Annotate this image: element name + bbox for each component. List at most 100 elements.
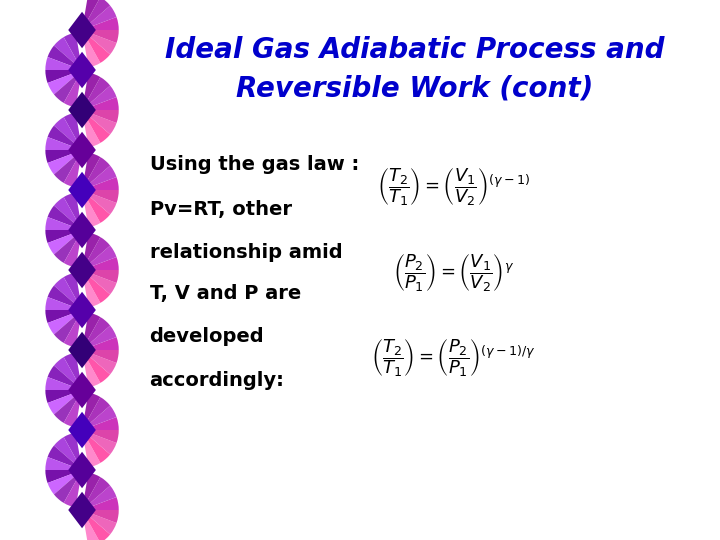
- Wedge shape: [82, 472, 100, 510]
- Wedge shape: [48, 230, 82, 254]
- Polygon shape: [68, 52, 96, 88]
- Wedge shape: [63, 150, 82, 187]
- Wedge shape: [45, 57, 82, 70]
- Text: T, V and P are: T, V and P are: [150, 285, 301, 303]
- Wedge shape: [63, 32, 82, 70]
- Wedge shape: [63, 310, 82, 347]
- Wedge shape: [82, 317, 110, 350]
- Text: accordingly:: accordingly:: [150, 370, 284, 389]
- Wedge shape: [48, 45, 82, 70]
- Wedge shape: [45, 217, 82, 230]
- Wedge shape: [54, 357, 82, 390]
- Wedge shape: [82, 0, 100, 30]
- Wedge shape: [82, 177, 119, 190]
- Wedge shape: [48, 70, 82, 94]
- Wedge shape: [82, 430, 110, 463]
- Polygon shape: [68, 132, 96, 168]
- Wedge shape: [82, 510, 119, 523]
- Wedge shape: [45, 150, 82, 163]
- Wedge shape: [82, 350, 117, 374]
- Wedge shape: [82, 350, 110, 383]
- Wedge shape: [54, 390, 82, 423]
- Wedge shape: [82, 30, 100, 68]
- Wedge shape: [82, 270, 110, 303]
- Wedge shape: [82, 510, 110, 540]
- Polygon shape: [68, 172, 96, 208]
- Wedge shape: [48, 446, 82, 470]
- Wedge shape: [82, 417, 119, 430]
- Wedge shape: [82, 430, 119, 443]
- Wedge shape: [82, 337, 119, 350]
- Text: $\left(\dfrac{T_2}{T_1}\right) = \left(\dfrac{P_2}{P_1}\right)^{(\gamma-1)/\gamm: $\left(\dfrac{T_2}{T_1}\right) = \left(\…: [372, 337, 536, 379]
- Polygon shape: [68, 292, 96, 328]
- Polygon shape: [68, 92, 96, 128]
- Wedge shape: [82, 510, 117, 535]
- Wedge shape: [82, 17, 119, 30]
- Polygon shape: [68, 372, 96, 408]
- Wedge shape: [82, 430, 117, 455]
- Wedge shape: [54, 117, 82, 150]
- Wedge shape: [82, 153, 100, 190]
- Wedge shape: [82, 5, 117, 30]
- Wedge shape: [82, 406, 117, 430]
- Wedge shape: [82, 393, 100, 430]
- Wedge shape: [45, 230, 82, 243]
- Wedge shape: [54, 37, 82, 70]
- Wedge shape: [45, 137, 82, 150]
- Wedge shape: [63, 193, 82, 230]
- Wedge shape: [54, 70, 82, 103]
- Wedge shape: [48, 470, 82, 495]
- Polygon shape: [68, 332, 96, 368]
- Wedge shape: [63, 230, 82, 267]
- Wedge shape: [45, 70, 82, 83]
- Wedge shape: [82, 157, 110, 190]
- Wedge shape: [82, 257, 119, 270]
- Text: relationship amid: relationship amid: [150, 242, 342, 261]
- Polygon shape: [68, 452, 96, 488]
- Wedge shape: [82, 97, 119, 110]
- Wedge shape: [63, 353, 82, 390]
- Wedge shape: [82, 85, 117, 110]
- Wedge shape: [63, 112, 82, 150]
- Wedge shape: [82, 190, 100, 227]
- Wedge shape: [82, 110, 117, 134]
- Polygon shape: [68, 492, 96, 528]
- Wedge shape: [63, 433, 82, 470]
- Wedge shape: [54, 230, 82, 263]
- Wedge shape: [54, 310, 82, 343]
- Text: $\left(\dfrac{P_2}{P_1}\right) = \left(\dfrac{V_1}{V_2}\right)^{\gamma}$: $\left(\dfrac{P_2}{P_1}\right) = \left(\…: [393, 252, 514, 294]
- Wedge shape: [82, 77, 110, 110]
- Wedge shape: [63, 470, 82, 508]
- Wedge shape: [45, 470, 82, 483]
- Wedge shape: [82, 246, 117, 270]
- Wedge shape: [82, 233, 100, 270]
- Wedge shape: [45, 297, 82, 310]
- Polygon shape: [68, 412, 96, 448]
- Wedge shape: [54, 197, 82, 230]
- Wedge shape: [82, 477, 110, 510]
- Text: $\left(\dfrac{T_2}{T_1}\right) = \left(\dfrac{V_1}{V_2}\right)^{(\gamma-1)}$: $\left(\dfrac{T_2}{T_1}\right) = \left(\…: [377, 166, 530, 208]
- Wedge shape: [82, 270, 100, 307]
- Wedge shape: [82, 497, 119, 510]
- Wedge shape: [82, 190, 110, 223]
- Wedge shape: [82, 313, 100, 350]
- Wedge shape: [82, 30, 110, 63]
- Wedge shape: [82, 237, 110, 270]
- Text: Reversible Work (cont): Reversible Work (cont): [236, 74, 594, 102]
- Wedge shape: [82, 326, 117, 350]
- Text: Ideal Gas Adiabatic Process and: Ideal Gas Adiabatic Process and: [166, 36, 665, 64]
- Wedge shape: [82, 30, 117, 55]
- Polygon shape: [68, 252, 96, 288]
- Wedge shape: [63, 273, 82, 310]
- Wedge shape: [82, 190, 117, 214]
- Wedge shape: [82, 350, 119, 363]
- Wedge shape: [82, 166, 117, 190]
- Wedge shape: [82, 270, 117, 294]
- Wedge shape: [82, 397, 110, 430]
- Wedge shape: [82, 30, 119, 43]
- Wedge shape: [48, 126, 82, 150]
- Wedge shape: [63, 390, 82, 428]
- Wedge shape: [82, 110, 110, 143]
- Wedge shape: [45, 310, 82, 323]
- Text: developed: developed: [150, 327, 264, 347]
